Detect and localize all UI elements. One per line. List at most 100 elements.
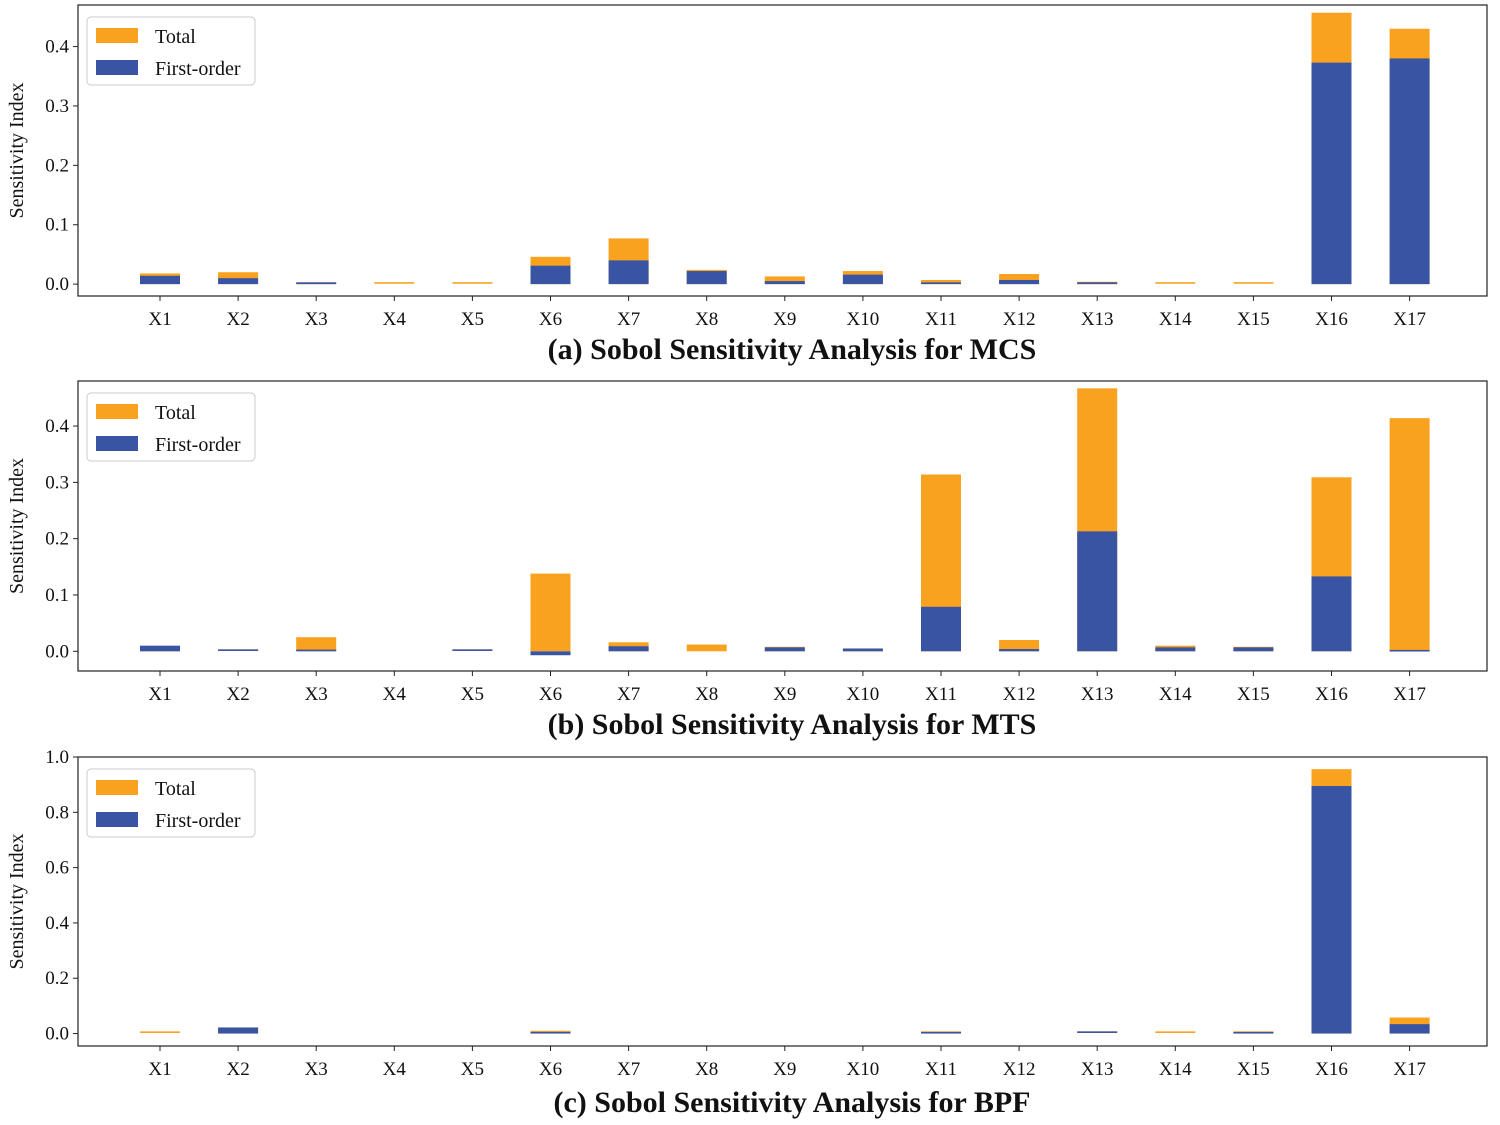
- y-tick-label: 0.4: [45, 37, 69, 58]
- x-tick-label-x3: X3: [305, 309, 328, 330]
- total-bar-x8: [686, 644, 727, 652]
- legend-swatch-first-order: [96, 812, 138, 827]
- x-tick-label-x3: X3: [305, 1059, 328, 1080]
- x-tick-label-x5: X5: [461, 1059, 484, 1080]
- total-bar-x5: [452, 282, 493, 284]
- first-order-bar-x12: [999, 649, 1040, 652]
- y-tick-label: 0.4: [45, 416, 69, 437]
- x-tick-label-x2: X2: [226, 1059, 249, 1080]
- x-tick-label-x6: X6: [539, 309, 562, 330]
- x-tick-label-x15: X15: [1237, 684, 1270, 705]
- first-order-bar-x16: [1311, 576, 1352, 652]
- legend-swatch-first-order: [96, 436, 138, 451]
- first-order-bar-x7: [608, 646, 649, 652]
- x-tick-label-x11: X11: [925, 1059, 957, 1080]
- x-tick-label-x14: X14: [1159, 684, 1192, 705]
- legend: Total First-order: [86, 392, 256, 462]
- x-tick-label-x6: X6: [539, 684, 562, 705]
- x-tick-label-x8: X8: [695, 1059, 718, 1080]
- total-bar-x3: [296, 637, 337, 652]
- total-bar-x6: [530, 573, 571, 652]
- chart-caption: (a) Sobol Sensitivity Analysis for MCS: [548, 333, 1037, 366]
- first-order-bar-x9: [764, 647, 805, 652]
- first-order-bar-x12: [999, 279, 1040, 285]
- x-tick-label-x13: X13: [1081, 309, 1114, 330]
- y-tick-label: 0.0: [45, 641, 69, 662]
- y-tick-label: 1.0: [45, 747, 69, 768]
- y-tick-label: 0.8: [45, 802, 69, 823]
- first-order-bar-x5: [452, 649, 493, 651]
- x-tick-label-x15: X15: [1237, 309, 1270, 330]
- x-tick-label-x17: X17: [1393, 1059, 1426, 1080]
- total-bar-x15: [1233, 282, 1274, 284]
- x-tick-label-x11: X11: [925, 309, 957, 330]
- x-tick-label-x4: X4: [383, 684, 407, 705]
- first-order-bar-x16: [1311, 786, 1352, 1034]
- y-axis-label: Sensitivity Index: [6, 82, 28, 218]
- total-bar-x9: [764, 276, 805, 285]
- y-tick-label: 0.0: [45, 1024, 69, 1045]
- first-order-bar-x13: [1077, 1031, 1118, 1033]
- y-axis-label: Sensitivity Index: [6, 458, 28, 594]
- y-tick-label: 0.0: [45, 274, 69, 295]
- x-tick-label-x8: X8: [695, 684, 718, 705]
- x-tick-label-x9: X9: [773, 684, 796, 705]
- x-tick-label-x17: X17: [1393, 309, 1426, 330]
- total-bar-x14: [1155, 282, 1196, 284]
- first-order-bar-x10: [842, 648, 883, 652]
- first-order-bar-x10: [842, 274, 883, 285]
- y-tick-label: 0.4: [45, 913, 69, 934]
- first-order-bar-x17: [1389, 649, 1430, 652]
- x-tick-label-x5: X5: [461, 309, 484, 330]
- y-tick-label: 0.2: [45, 529, 69, 550]
- y-tick-label: 0.3: [45, 96, 69, 117]
- x-tick-label-x14: X14: [1159, 1059, 1192, 1080]
- total-bar-x17: [1389, 418, 1430, 652]
- x-tick-label-x9: X9: [773, 309, 796, 330]
- first-order-bar-x2: [218, 278, 259, 285]
- x-tick-label-x12: X12: [1003, 1059, 1036, 1080]
- chart-panel-2: X1 X2 X3 X4 X5 X6 X7 X8 X9 X10 X11 X12 X13 X14 X15 X16 X…: [6, 380, 1488, 741]
- axes-frame: [77, 4, 1488, 297]
- chart-caption: (b) Sobol Sensitivity Analysis for MTS: [548, 708, 1037, 741]
- first-order-bar-x3: [296, 649, 337, 652]
- x-tick-label-x16: X16: [1315, 1059, 1348, 1080]
- y-tick-label: 0.6: [45, 858, 69, 879]
- first-order-bar-x11: [921, 606, 961, 652]
- legend: Total First-order: [86, 768, 256, 838]
- x-tick-label-x5: X5: [461, 684, 484, 705]
- x-tick-label-x2: X2: [226, 684, 249, 705]
- first-order-bar-x13: [1077, 282, 1118, 285]
- x-tick-label-x6: X6: [539, 1059, 562, 1080]
- legend-swatch-total: [96, 404, 138, 419]
- first-order-bar-x13: [1077, 531, 1118, 652]
- y-tick-label: 0.2: [45, 155, 69, 176]
- first-order-bar-x14: [1155, 647, 1196, 652]
- x-tick-label-x3: X3: [305, 684, 328, 705]
- x-tick-label-x17: X17: [1393, 684, 1426, 705]
- x-tick-label-x8: X8: [695, 309, 718, 330]
- y-tick-label: 0.1: [45, 585, 69, 606]
- x-tick-label-x13: X13: [1081, 1059, 1114, 1080]
- first-order-bar-x2: [218, 1027, 259, 1034]
- x-tick-label-x10: X10: [847, 309, 880, 330]
- first-order-bar-x16: [1311, 62, 1352, 285]
- first-order-bar-x1: [140, 275, 180, 285]
- legend-swatch-total: [96, 780, 138, 795]
- x-tick-label-x4: X4: [383, 1059, 407, 1080]
- legend-swatch-first-order: [96, 60, 138, 75]
- total-bar-x4: [374, 282, 415, 284]
- x-tick-label-x12: X12: [1003, 684, 1036, 705]
- legend-label-first-order: First-order: [155, 58, 241, 80]
- legend: Total First-order: [86, 16, 256, 86]
- legend-label-total: Total: [155, 778, 196, 800]
- x-tick-label-x11: X11: [925, 684, 957, 705]
- first-order-bar-x7: [608, 260, 649, 285]
- x-tick-label-x1: X1: [148, 309, 171, 330]
- y-tick-label: 0.3: [45, 472, 69, 493]
- total-bar-x12: [999, 274, 1040, 285]
- x-tick-label-x10: X10: [847, 684, 880, 705]
- x-tick-label-x2: X2: [226, 309, 249, 330]
- first-order-bar-x15: [1233, 1031, 1274, 1034]
